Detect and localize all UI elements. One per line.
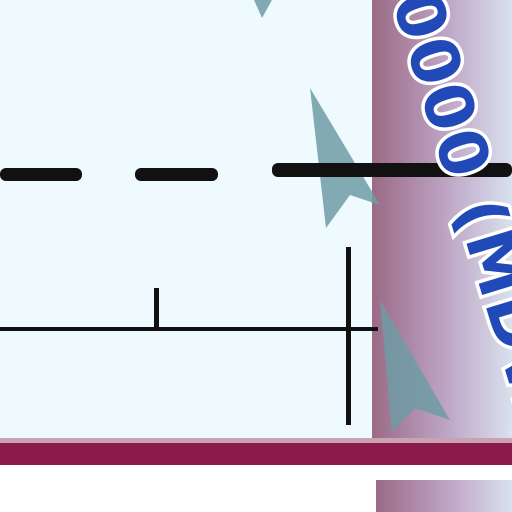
bottom-ribbon: [0, 443, 512, 465]
horizontal-rule: [0, 327, 378, 331]
lower-gradient-block: [376, 480, 512, 512]
tick-short: [154, 288, 159, 331]
fin-shape-bottom: [380, 300, 450, 432]
dash-segment-3: [272, 163, 512, 177]
tick-long: [346, 247, 351, 425]
bottom-ribbon-top-edge: [0, 438, 512, 443]
dash-segment-1: [0, 168, 82, 181]
fin-shape-middle: [310, 88, 380, 228]
dash-segment-2: [135, 168, 218, 181]
fin-shape-top: [254, 0, 272, 18]
